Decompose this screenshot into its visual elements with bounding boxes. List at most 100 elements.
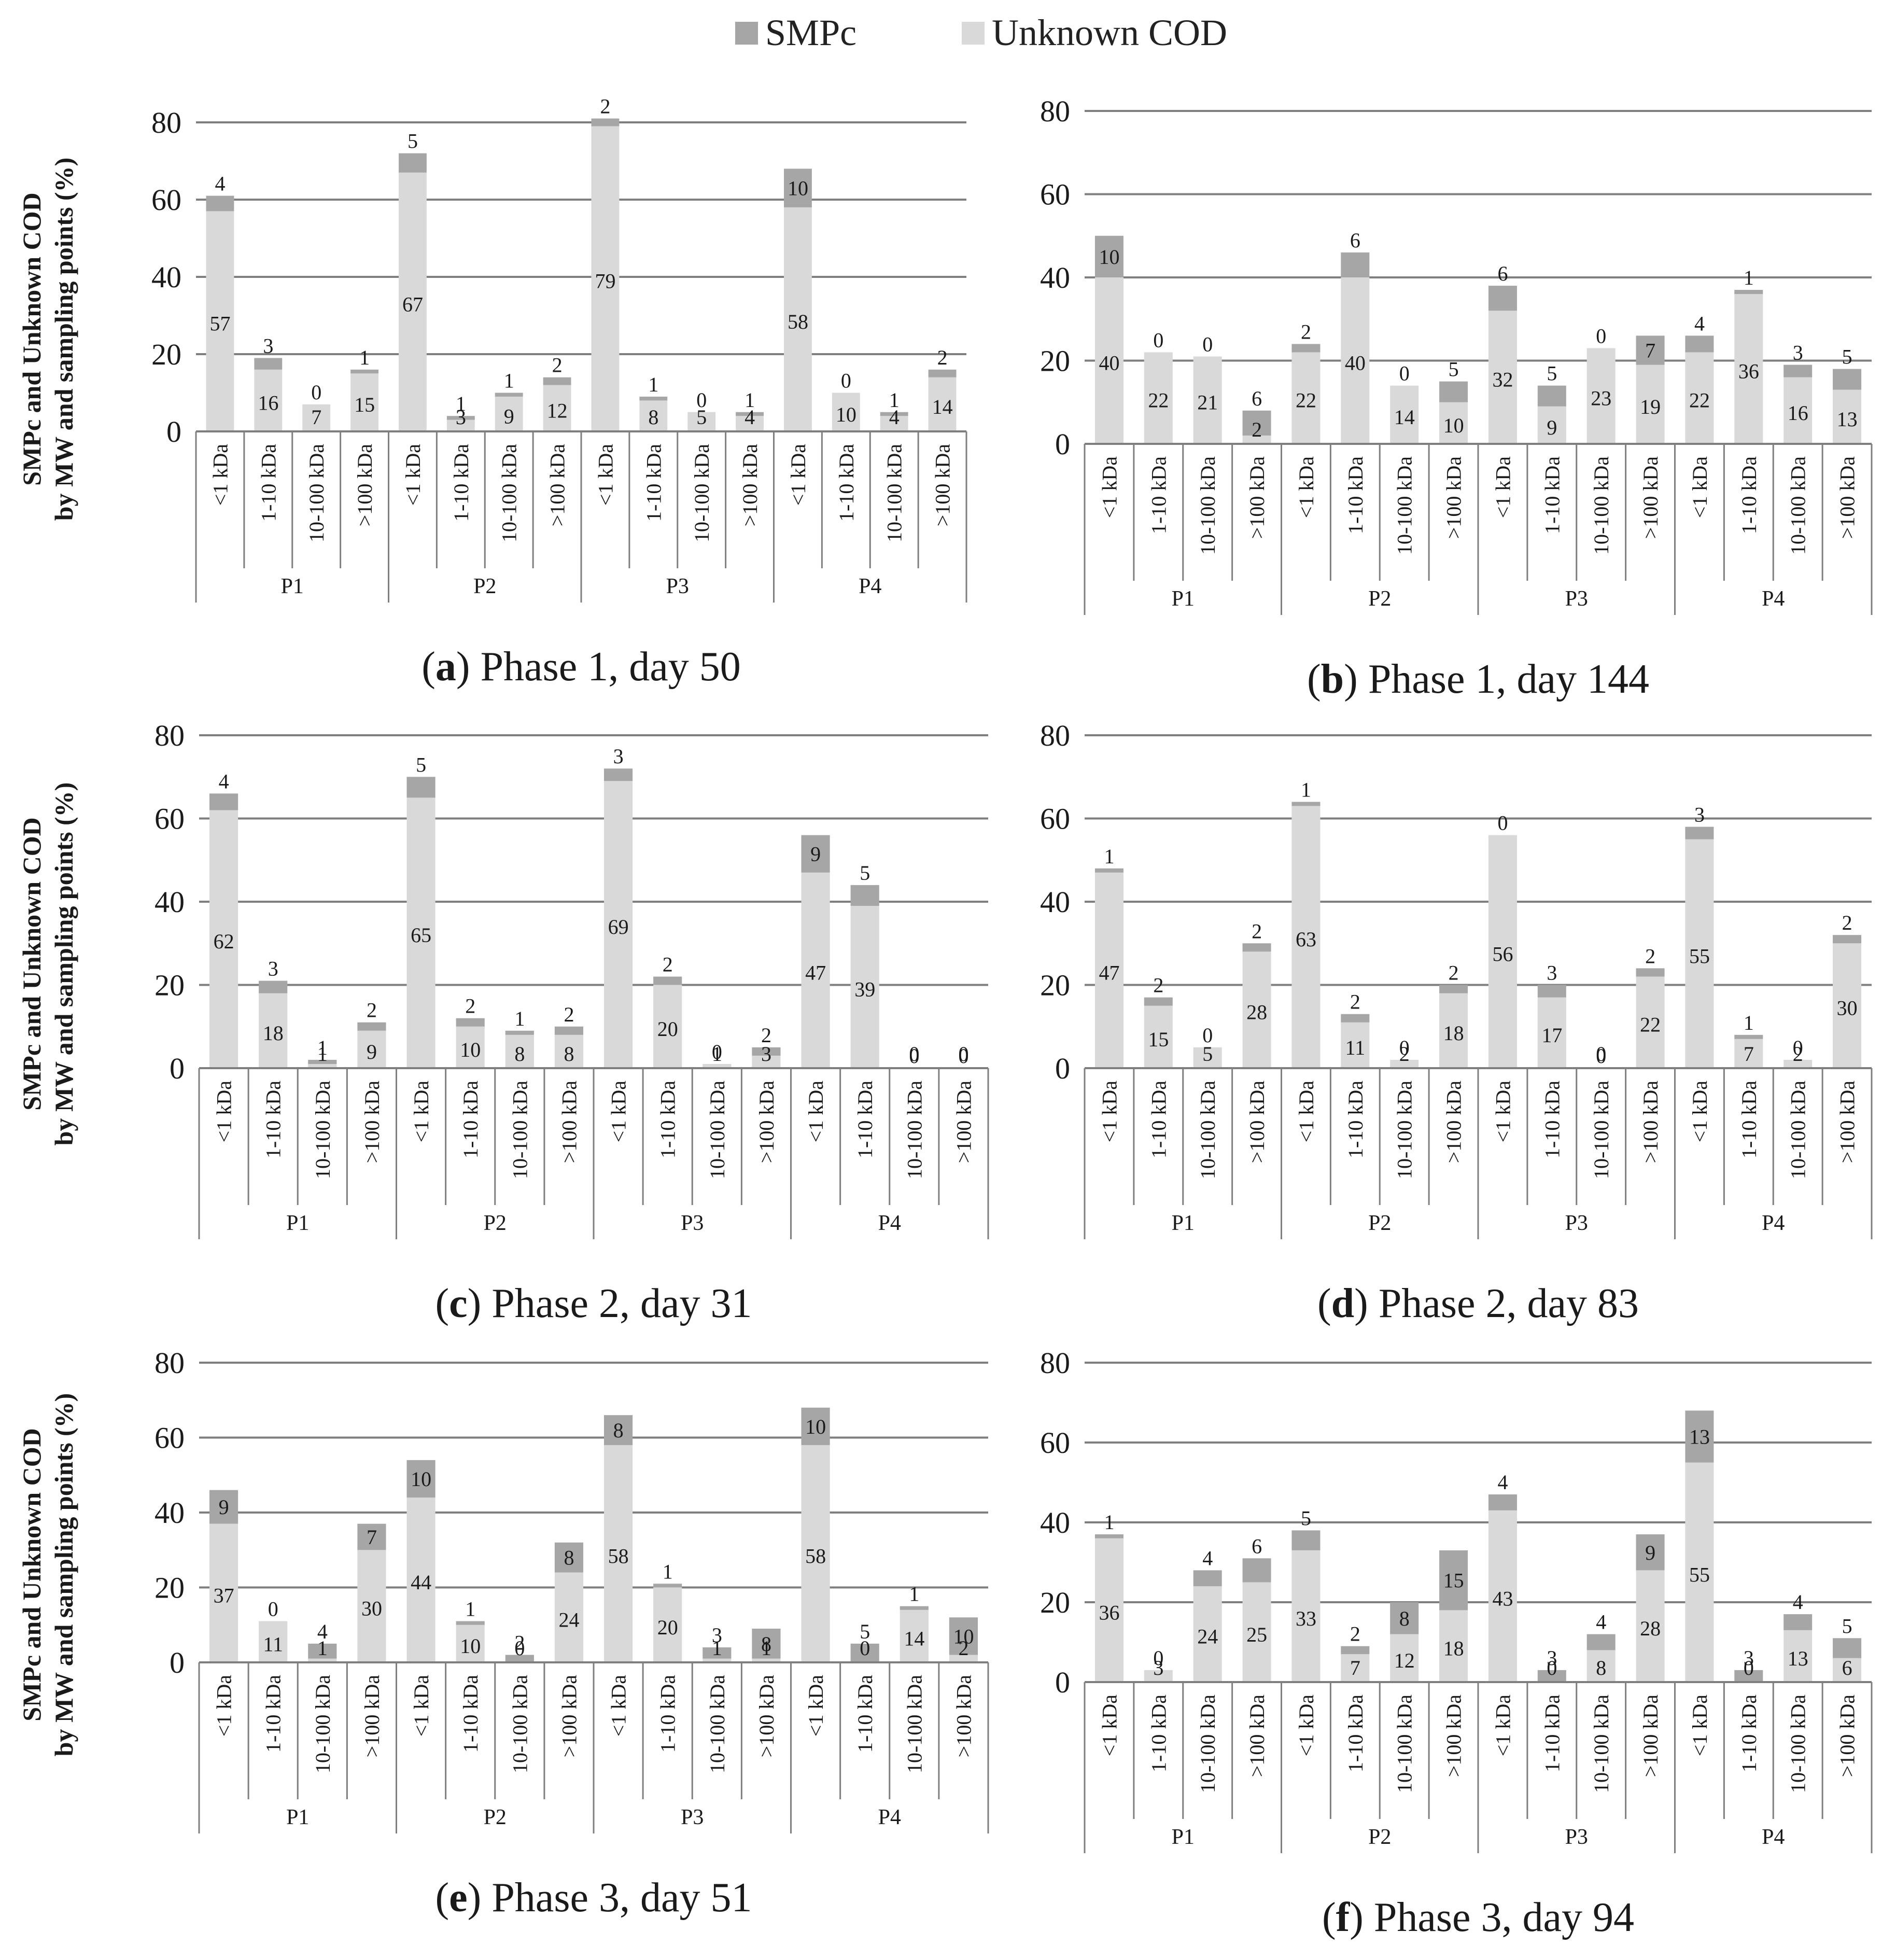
data-label-unknown-cod: 14 xyxy=(1394,405,1415,429)
bar-unknown-cod xyxy=(259,1621,288,1662)
data-label-smpc: 7 xyxy=(367,1525,377,1549)
data-label-smpc: 7 xyxy=(1645,339,1655,362)
x-tick-label: 10-100 kDa xyxy=(1393,1695,1416,1793)
caption-text: ) Phase 2, day 83 xyxy=(1354,1281,1639,1326)
x-tick-label: <1 kDa xyxy=(1295,456,1318,518)
data-label-unknown-cod: 8 xyxy=(1596,1656,1606,1679)
bar-smpc xyxy=(1537,385,1566,407)
data-label-smpc: 1 xyxy=(1744,266,1754,289)
data-label-unknown-cod: 0 xyxy=(1596,1042,1606,1066)
bar-unknown-cod xyxy=(259,993,288,1068)
data-label-unknown-cod: 28 xyxy=(1246,1001,1267,1024)
x-tick-label: <1 kDa xyxy=(787,444,810,506)
caption-paren: ( xyxy=(422,644,436,690)
x-tick-label: >100 kDa xyxy=(1836,1081,1859,1163)
data-label-smpc: 3 xyxy=(268,957,278,980)
y-tick-label: 0 xyxy=(1055,1665,1070,1699)
x-tick-label: >100 kDa xyxy=(1442,1081,1466,1163)
data-label-smpc: 2 xyxy=(1449,961,1459,985)
data-label-unknown-cod: 0 xyxy=(958,1042,968,1066)
data-label-unknown-cod: 8 xyxy=(564,1042,574,1066)
data-label-smpc: 2 xyxy=(1301,320,1311,343)
data-label-smpc: 13 xyxy=(1689,1425,1710,1448)
data-label-unknown-cod: 58 xyxy=(805,1544,826,1567)
panel-caption: (d) Phase 2, day 83 xyxy=(1317,1281,1639,1326)
bar-unknown-cod xyxy=(1439,402,1468,444)
bar-unknown-cod xyxy=(1685,1462,1714,1682)
y-tick-label: 80 xyxy=(1040,719,1070,752)
data-label-unknown-cod: 62 xyxy=(214,930,234,953)
y-axis-title-line2: by MW and sampling points (%) xyxy=(49,158,78,521)
data-label-smpc: 3 xyxy=(263,334,273,357)
data-label-unknown-cod: 11 xyxy=(1345,1036,1366,1059)
data-label-smpc: 4 xyxy=(1793,1590,1803,1614)
data-label-smpc: 2 xyxy=(367,999,377,1022)
bar-smpc xyxy=(1242,1558,1271,1583)
data-label-smpc: 4 xyxy=(215,172,225,195)
data-label-smpc: 1 xyxy=(663,1560,673,1583)
group-label-p3: P3 xyxy=(681,1211,704,1235)
x-tick-label: 1-10 kDa xyxy=(262,1081,285,1158)
caption-letter: d xyxy=(1331,1281,1355,1326)
data-label-smpc: 0 xyxy=(1153,328,1163,352)
data-label-unknown-cod: 11 xyxy=(263,1632,283,1656)
data-label-unknown-cod: 8 xyxy=(514,1042,525,1066)
x-tick-label: <1 kDa xyxy=(1098,456,1121,518)
bar-smpc xyxy=(801,835,830,873)
y-tick-label: 0 xyxy=(170,1646,185,1679)
x-tick-label: <1 kDa xyxy=(213,1675,236,1737)
data-label-unknown-cod: 22 xyxy=(1296,389,1316,412)
data-label-smpc: 2 xyxy=(1645,944,1655,968)
bar-unknown-cod xyxy=(543,385,571,431)
data-label-smpc: 2 xyxy=(937,346,948,369)
y-tick-label: 60 xyxy=(1040,1426,1070,1460)
bar-smpc xyxy=(1685,827,1714,839)
y-tick-label: 40 xyxy=(151,260,181,294)
bar-unknown-cod xyxy=(784,207,812,431)
bar-unknown-cod xyxy=(653,1587,682,1662)
data-label-smpc: 3 xyxy=(1694,803,1705,827)
data-label-smpc: 4 xyxy=(317,1620,328,1643)
legend-label-unknown-cod: Unknown COD xyxy=(992,12,1228,53)
y-tick-label: 40 xyxy=(1040,1506,1070,1539)
x-tick-label: <1 kDa xyxy=(1491,456,1514,518)
bar-smpc xyxy=(850,1643,879,1662)
chart-panel-a: 0204060805741637015167531911227928150415… xyxy=(17,95,967,690)
bar-smpc xyxy=(1291,802,1321,806)
bar-unknown-cod xyxy=(206,211,234,431)
bar-smpc xyxy=(784,169,812,207)
bar-smpc xyxy=(1144,997,1173,1006)
y-tick-label: 40 xyxy=(155,1496,185,1530)
data-label-unknown-cod: 8 xyxy=(648,405,658,429)
data-label-unknown-cod: 22 xyxy=(1640,1013,1661,1037)
bar-unknown-cod xyxy=(1734,294,1763,444)
bar-smpc xyxy=(1783,365,1813,377)
bar-smpc xyxy=(399,153,427,173)
bar-smpc xyxy=(357,1523,386,1550)
bar-smpc xyxy=(850,885,879,906)
bar-unknown-cod xyxy=(308,1063,337,1068)
bar-unknown-cod xyxy=(357,1030,386,1068)
data-label-smpc: 3 xyxy=(1744,1646,1754,1670)
bar-smpc xyxy=(1537,985,1566,998)
bar-unknown-cod xyxy=(1242,951,1271,1068)
data-label-unknown-cod: 2 xyxy=(1793,1042,1803,1066)
data-label-unknown-cod: 6 xyxy=(1842,1656,1852,1679)
bar-smpc xyxy=(1636,335,1665,365)
data-label-smpc: 5 xyxy=(1842,345,1852,369)
data-label-unknown-cod: 0 xyxy=(909,1042,919,1066)
bar-smpc xyxy=(703,1647,732,1659)
bar-smpc xyxy=(1537,1670,1566,1682)
bar-smpc xyxy=(308,1643,337,1659)
x-tick-label: <1 kDa xyxy=(1688,1695,1711,1756)
bar-unknown-cod xyxy=(1291,1550,1321,1682)
data-label-smpc: 10 xyxy=(953,1625,974,1648)
bar-smpc xyxy=(653,976,682,985)
bar-smpc xyxy=(456,1018,485,1027)
y-tick-label: 60 xyxy=(1040,802,1070,836)
bar-unknown-cod xyxy=(1193,1586,1222,1682)
x-tick-label: 1-10 kDa xyxy=(656,1675,680,1753)
group-label-p3: P3 xyxy=(1565,1211,1588,1235)
bar-smpc xyxy=(206,195,234,212)
data-label-unknown-cod: 63 xyxy=(1296,928,1316,951)
